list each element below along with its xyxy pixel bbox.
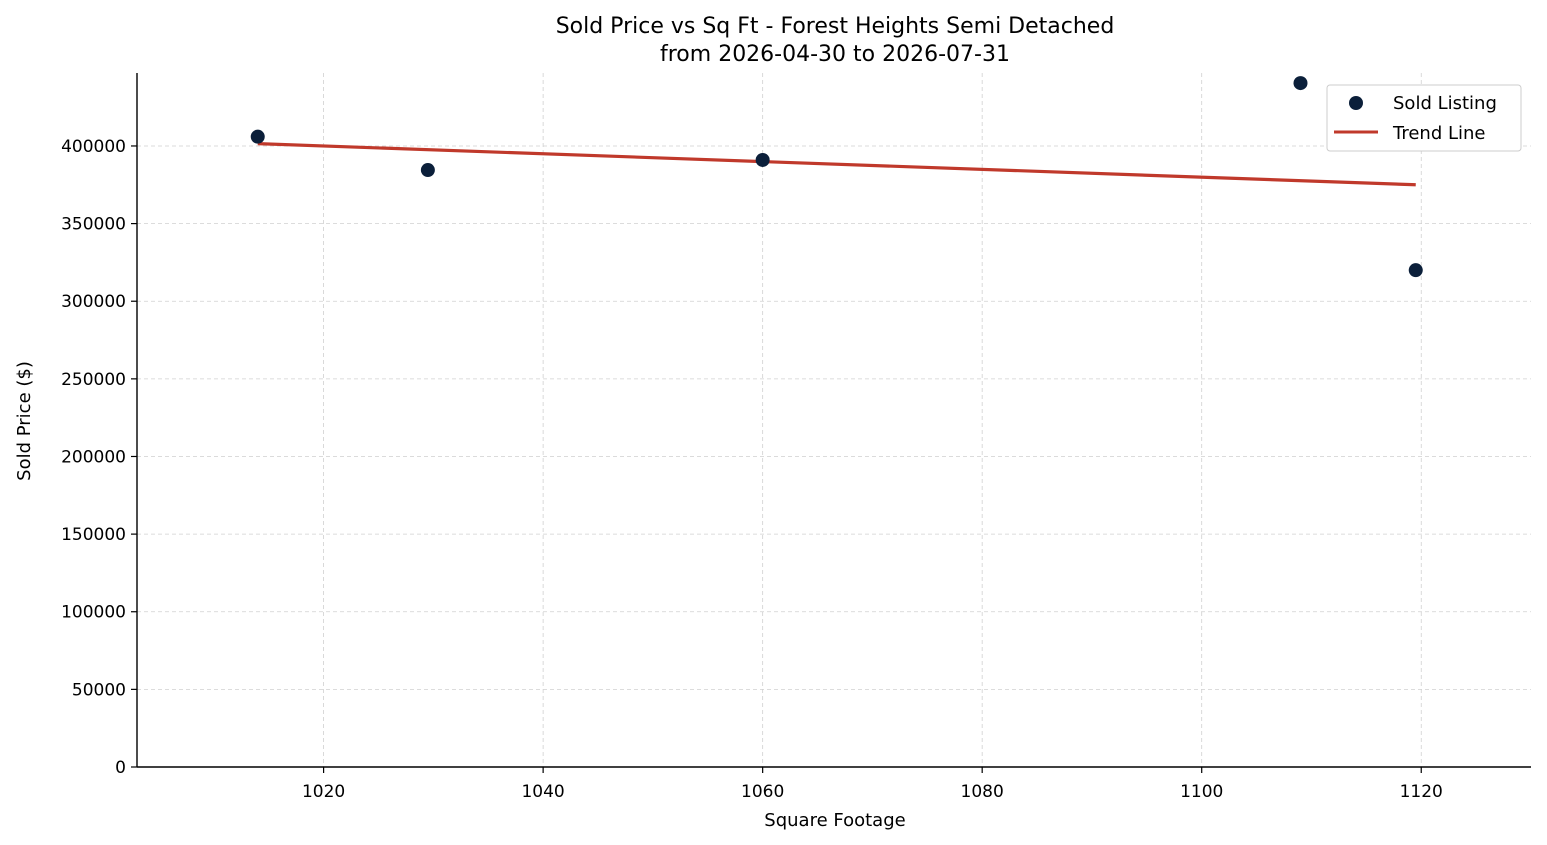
y-tick-label: 50000 bbox=[72, 680, 126, 700]
y-tick-label: 250000 bbox=[61, 370, 126, 390]
tick-labels: 1020 1040 1060 1080 1100 1120 0 50000 100000 1500… bbox=[61, 137, 1443, 802]
x-tick-label: 1020 bbox=[302, 782, 345, 802]
x-tick-label: 1040 bbox=[521, 782, 564, 802]
y-tick-label: 300000 bbox=[61, 292, 126, 312]
chart-title-line-1: Sold Price vs Sq Ft - Forest Heights Sem… bbox=[556, 14, 1115, 39]
y-tick-label: 350000 bbox=[61, 215, 126, 235]
y-tick-label: 200000 bbox=[61, 447, 126, 467]
scatter-point bbox=[1293, 76, 1308, 91]
x-tick-label: 1120 bbox=[1400, 782, 1443, 802]
legend-marker-sold-listing bbox=[1349, 96, 1363, 110]
axes bbox=[136, 73, 1531, 768]
y-tick-label: 150000 bbox=[61, 525, 126, 545]
y-tick-label: 0 bbox=[115, 758, 126, 778]
legend: Sold Listing Trend Line bbox=[1326, 84, 1522, 152]
x-tick-label: 1100 bbox=[1180, 782, 1223, 802]
data-series bbox=[250, 76, 1423, 278]
trend-line bbox=[257, 142, 1416, 187]
scatter-point bbox=[250, 129, 265, 144]
grid-lines bbox=[137, 73, 1531, 767]
y-tick-label: 400000 bbox=[61, 137, 126, 157]
scatter-point bbox=[420, 163, 435, 178]
legend-box bbox=[1326, 84, 1522, 152]
scatter-point bbox=[755, 152, 770, 167]
y-tick-label: 100000 bbox=[61, 603, 126, 623]
chart-title-line-2: from 2026-04-30 to 2026-07-31 bbox=[660, 42, 1010, 67]
x-tick-label: 1060 bbox=[741, 782, 784, 802]
scatter-point bbox=[1408, 263, 1423, 278]
x-axis-label: Square Footage bbox=[764, 810, 905, 831]
x-tick-label: 1080 bbox=[961, 782, 1004, 802]
y-axis-label: Sold Price ($) bbox=[14, 361, 35, 481]
legend-label-sold-listing: Sold Listing bbox=[1393, 93, 1497, 114]
legend-label-trend-line: Trend Line bbox=[1392, 123, 1486, 144]
